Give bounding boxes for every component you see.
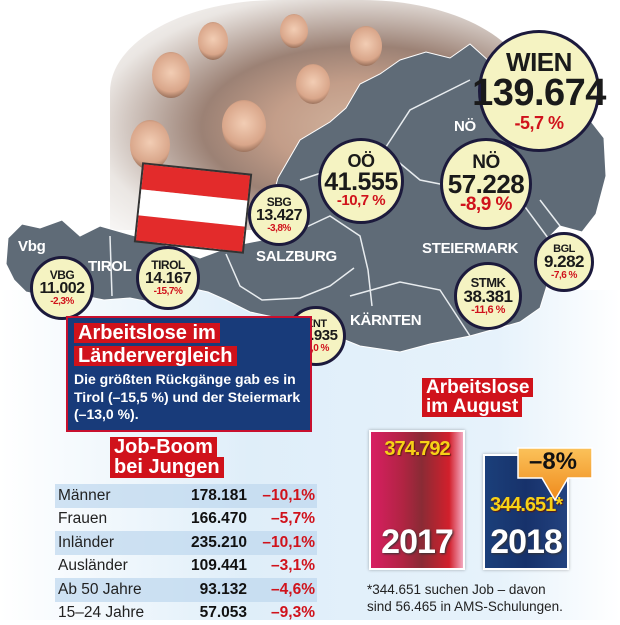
bar-year: 2018 <box>490 523 562 562</box>
bubble-value: 139.674 <box>472 75 606 111</box>
decrease-badge-text: –8% <box>518 448 588 476</box>
row-pct: –10,1% <box>247 534 315 552</box>
bubble-value: 41.555 <box>324 171 397 195</box>
table-row: Ausländer 109.441 –3,1% <box>55 555 317 579</box>
bubble-value: 9.282 <box>544 254 584 270</box>
row-value: 93.132 <box>167 581 247 599</box>
bubble-ooe: OÖ 41.555 -10,7 % <box>318 138 404 224</box>
bubble-wien: WIEN 139.674 -5,7 % <box>478 30 600 152</box>
bubble-value: 13.427 <box>256 208 302 223</box>
table-title-line2: bei Jungen <box>110 457 224 477</box>
info-box-text: Die größten Rückgänge gab es in Tirol (–… <box>74 371 304 424</box>
bubble-pct: -5,7 % <box>514 115 563 132</box>
table-title: Job-Boom bei Jungen <box>110 437 224 478</box>
stats-table: Männer 178.181 –10,1% Frauen 166.470 –5,… <box>55 484 317 625</box>
row-label: Männer <box>55 487 167 505</box>
austria-flag-icon <box>134 162 252 254</box>
row-value: 166.470 <box>167 510 247 528</box>
row-value: 178.181 <box>167 487 247 505</box>
chart-title-line1: Arbeitslose <box>422 378 533 397</box>
bubble-stmk: STMK 38.381 -11,6 % <box>454 262 522 330</box>
bar-value: 374.792 <box>384 438 449 461</box>
bubble-noe: NÖ 57.228 -8,9 % <box>440 138 532 230</box>
map-label-noe: NÖ <box>454 118 476 135</box>
map-label-vbg: Vbg <box>18 238 45 255</box>
map-label-kaernten: KÄRNTEN <box>350 312 421 329</box>
bubble-vbg: VBG 11.002 -2,3% <box>30 256 94 320</box>
bubble-value: 14.167 <box>145 271 191 286</box>
bar-year: 2017 <box>381 523 453 562</box>
bubble-value: 57.228 <box>448 172 525 197</box>
bubble-pct: -15,7% <box>154 287 183 297</box>
row-label: Ab 50 Jahre <box>55 581 167 599</box>
footnote-line1: *344.651 suchen Job – davon <box>367 582 617 599</box>
info-title-line2: Ländervergleich <box>74 346 237 366</box>
footnote: *344.651 suchen Job – davon sind 56.465 … <box>367 582 617 616</box>
table-row: Ab 50 Jahre 93.132 –4,6% <box>55 578 317 602</box>
info-title-line1: Arbeitslose im <box>74 323 220 343</box>
bar-chart-title: Arbeitslose im August <box>422 378 533 417</box>
row-pct: –3,1% <box>247 557 315 575</box>
bubble-pct: -3,8% <box>267 224 291 234</box>
bubble-value: 11.002 <box>39 281 84 296</box>
bubble-pct: -7,6 % <box>551 271 577 281</box>
row-pct: –10,1% <box>247 487 315 505</box>
bubble-pct: -2,3% <box>50 297 74 307</box>
row-label: Inländer <box>55 534 167 552</box>
bubble-value: 38.381 <box>464 289 513 305</box>
table-row: Inländer 235.210 –10,1% <box>55 531 317 555</box>
row-pct: –4,6% <box>247 581 315 599</box>
footnote-line2: sind 56.465 in AMS-Schulungen. <box>367 599 617 616</box>
row-value: 235.210 <box>167 534 247 552</box>
info-box: Arbeitslose im Ländervergleich Die größt… <box>66 316 312 432</box>
row-value: 109.441 <box>167 557 247 575</box>
bubble-pct: -8,9 % <box>460 196 512 214</box>
table-row: Männer 178.181 –10,1% <box>55 484 317 508</box>
map-label-steiermark: STEIERMARK <box>422 240 518 257</box>
bubble-pct: -11,6 % <box>471 305 505 315</box>
row-label: Frauen <box>55 510 167 528</box>
map-label-salzburg: SALZBURG <box>256 248 337 265</box>
bubble-bgl: BGL 9.282 -7,6 % <box>534 232 594 292</box>
chart-title-line2: im August <box>422 397 522 416</box>
bubble-sbg: SBG 13.427 -3,8% <box>248 184 310 246</box>
table-row: 15–24 Jahre 57.053 –9,3% <box>55 602 317 625</box>
bubble-tirol: TIROL 14.167 -15,7% <box>136 246 200 310</box>
table-row: Frauen 166.470 –5,7% <box>55 508 317 532</box>
info-box-title: Arbeitslose im Ländervergleich <box>74 322 304 368</box>
bubble-pct: -10,7 % <box>337 194 385 208</box>
map-label-tirol: TIROL <box>88 258 132 275</box>
table-title-line1: Job-Boom <box>110 437 217 457</box>
row-pct: –5,7% <box>247 510 315 528</box>
bar-2017: 374.792 2017 <box>369 430 465 570</box>
row-label: Ausländer <box>55 557 167 575</box>
